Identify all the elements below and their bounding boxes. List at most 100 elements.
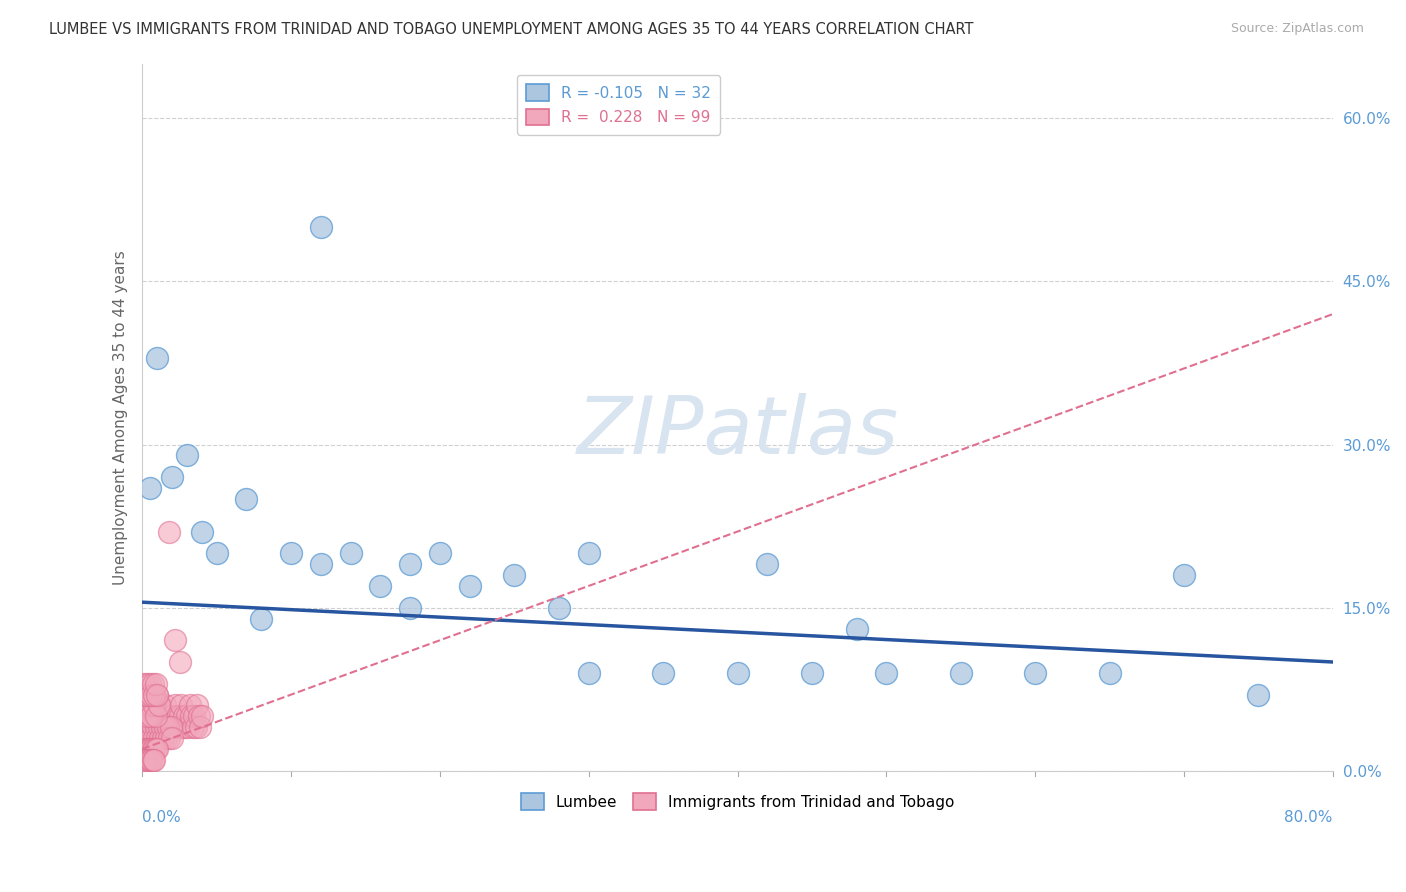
Point: [548, 600, 571, 615]
Point: [160, 731, 183, 745]
Point: [139, 481, 162, 495]
Point: [399, 557, 422, 571]
Text: ZIPatlas: ZIPatlas: [576, 392, 898, 470]
Point: [136, 688, 159, 702]
Point: [145, 709, 167, 723]
Point: [370, 579, 392, 593]
Point: [141, 698, 163, 713]
Y-axis label: Unemployment Among Ages 35 to 44 years: Unemployment Among Ages 35 to 44 years: [114, 250, 128, 585]
Text: 80.0%: 80.0%: [1285, 810, 1333, 824]
Point: [142, 720, 165, 734]
Point: [143, 731, 166, 745]
Point: [136, 731, 159, 745]
Point: [146, 351, 169, 365]
Point: [136, 742, 159, 756]
Point: [250, 611, 273, 625]
Point: [157, 524, 180, 539]
Point: [191, 709, 214, 723]
Point: [146, 688, 169, 702]
Point: [139, 742, 162, 756]
Point: [309, 220, 332, 235]
Point: [162, 720, 184, 734]
Point: [174, 720, 197, 734]
Point: [159, 720, 181, 734]
Point: [141, 742, 163, 756]
Point: [157, 709, 180, 723]
Text: LUMBEE VS IMMIGRANTS FROM TRINIDAD AND TOBAGO UNEMPLOYMENT AMONG AGES 35 TO 44 Y: LUMBEE VS IMMIGRANTS FROM TRINIDAD AND T…: [49, 22, 974, 37]
Point: [458, 579, 481, 593]
Point: [756, 557, 779, 571]
Point: [179, 698, 201, 713]
Point: [139, 720, 162, 734]
Point: [139, 698, 162, 713]
Point: [156, 720, 179, 734]
Point: [429, 546, 451, 560]
Point: [150, 720, 173, 734]
Point: [135, 720, 157, 734]
Point: [176, 449, 198, 463]
Point: [139, 677, 162, 691]
Point: [136, 688, 159, 702]
Point: [503, 568, 526, 582]
Point: [135, 742, 157, 756]
Point: [1024, 665, 1046, 680]
Point: [167, 720, 190, 734]
Point: [134, 698, 156, 713]
Point: [172, 720, 194, 734]
Point: [134, 720, 156, 734]
Point: [132, 677, 155, 691]
Point: [235, 491, 257, 506]
Point: [1173, 568, 1195, 582]
Point: [143, 698, 166, 713]
Point: [143, 753, 166, 767]
Point: [143, 742, 166, 756]
Point: [143, 688, 166, 702]
Point: [727, 665, 749, 680]
Point: [146, 731, 169, 745]
Point: [652, 665, 675, 680]
Point: [141, 731, 163, 745]
Point: [135, 753, 157, 767]
Point: [399, 600, 422, 615]
Point: [139, 709, 162, 723]
Point: [578, 546, 600, 560]
Point: [187, 709, 209, 723]
Point: [135, 698, 157, 713]
Point: [159, 720, 181, 734]
Text: 0.0%: 0.0%: [142, 810, 181, 824]
Point: [578, 665, 600, 680]
Point: [163, 698, 186, 713]
Point: [145, 742, 167, 756]
Point: [145, 698, 167, 713]
Point: [155, 731, 177, 745]
Point: [160, 470, 183, 484]
Point: [157, 731, 180, 745]
Point: [146, 709, 169, 723]
Point: [166, 709, 188, 723]
Point: [339, 546, 361, 560]
Point: [845, 623, 868, 637]
Point: [136, 720, 159, 734]
Point: [188, 720, 211, 734]
Legend: Lumbee, Immigrants from Trinidad and Tobago: Lumbee, Immigrants from Trinidad and Tob…: [515, 787, 960, 816]
Point: [142, 677, 165, 691]
Point: [142, 688, 165, 702]
Point: [134, 688, 156, 702]
Point: [141, 753, 163, 767]
Point: [176, 709, 198, 723]
Point: [184, 720, 207, 734]
Point: [163, 633, 186, 648]
Point: [148, 720, 170, 734]
Point: [142, 742, 165, 756]
Point: [186, 698, 208, 713]
Point: [132, 731, 155, 745]
Point: [169, 709, 191, 723]
Point: [800, 665, 823, 680]
Point: [142, 753, 165, 767]
Point: [280, 546, 302, 560]
Text: Source: ZipAtlas.com: Source: ZipAtlas.com: [1230, 22, 1364, 36]
Point: [149, 731, 172, 745]
Point: [155, 709, 177, 723]
Point: [143, 709, 166, 723]
Point: [169, 655, 191, 669]
